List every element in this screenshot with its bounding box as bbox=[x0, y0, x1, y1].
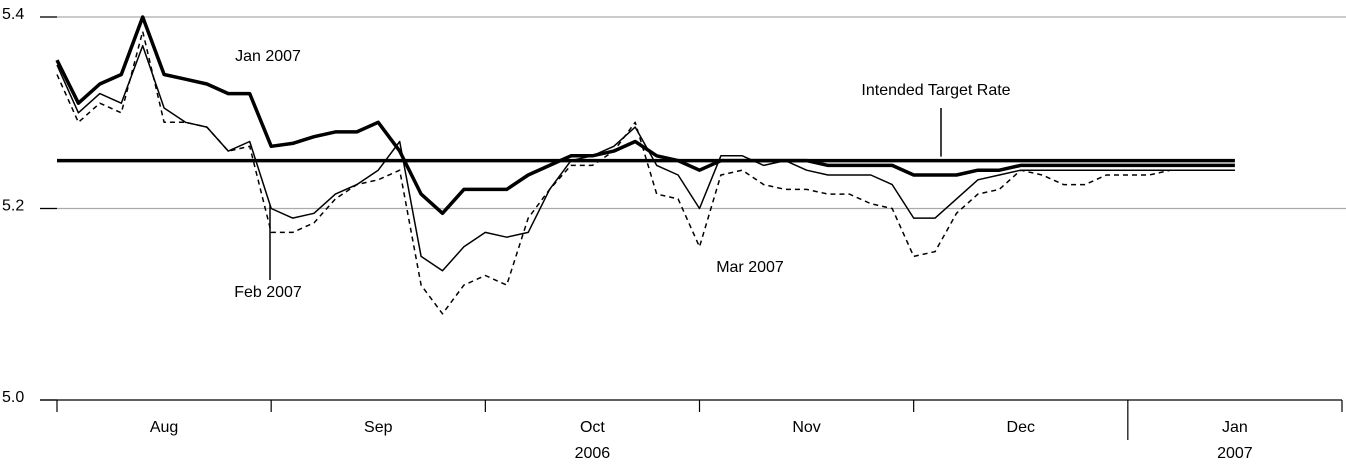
x-tick-label: Jan bbox=[1222, 419, 1248, 436]
series-line bbox=[56, 44, 1235, 272]
series-label: Mar 2007 bbox=[716, 259, 784, 276]
y-tick-label: 5.2 bbox=[2, 198, 24, 215]
x-tick-label: Oct bbox=[580, 419, 605, 436]
x-tick-label: Nov bbox=[792, 419, 820, 436]
series-label: Feb 2007 bbox=[234, 284, 302, 301]
x-tick-label: Dec bbox=[1007, 419, 1035, 436]
x-group-label: 2006 bbox=[575, 445, 611, 462]
y-tick-label: 5.4 bbox=[2, 6, 24, 23]
x-tick-label: Sep bbox=[364, 419, 393, 436]
x-group-label: 2007 bbox=[1217, 445, 1253, 462]
x-tick-label: Aug bbox=[150, 419, 178, 436]
y-tick-label: 5.0 bbox=[2, 389, 24, 406]
series-line bbox=[55, 15, 1235, 216]
reference-label: Intended Target Rate bbox=[861, 82, 1010, 99]
series-line bbox=[56, 30, 1235, 315]
series-label: Jan 2007 bbox=[235, 48, 301, 65]
